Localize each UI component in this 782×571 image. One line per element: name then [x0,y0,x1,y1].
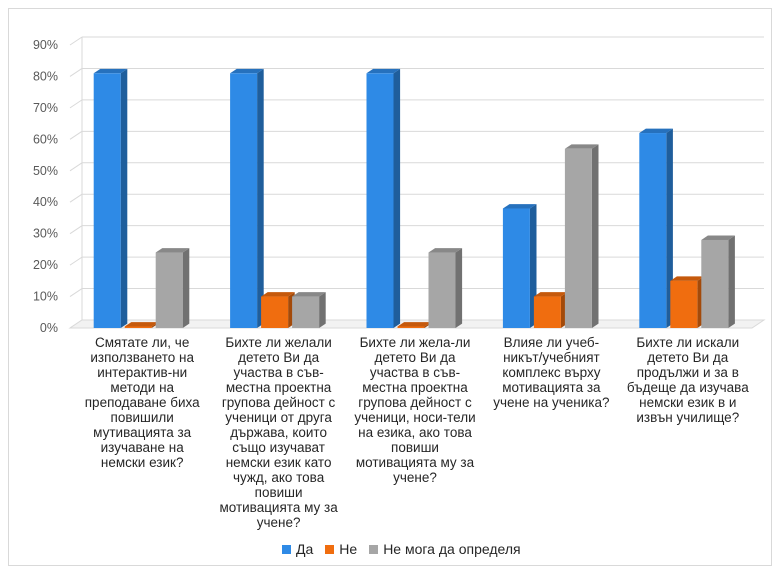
bar-top [701,235,735,240]
legend-swatch-no [325,544,335,554]
y-tick-label: 60% [33,132,58,146]
bar [124,326,152,328]
bar [261,296,289,328]
grid-depth-line [69,99,83,109]
y-tick-label: 10% [33,290,58,304]
bar-top [670,276,704,281]
bar-top [564,144,599,149]
grid-depth-line [69,256,83,266]
bar-side [182,248,190,328]
bar-top [502,204,537,209]
bar-top [533,292,568,297]
bar-top [639,128,673,134]
chart-frame [8,8,772,566]
category-label: Бихте ли желали детето Ви да участва в с… [219,335,338,530]
bar [670,280,698,328]
category-label: Влияе ли учеб-никът/учебният комплекс въ… [493,335,610,410]
bar-side [120,68,128,329]
bar [428,252,456,328]
bar-top [124,322,159,327]
bar-side [257,68,264,329]
bar-top [366,68,401,74]
legend-label-yes: Да [296,541,314,557]
legend-label-undecided: Не мога да определя [383,541,521,557]
bar-top [155,248,190,253]
y-tick-label: 70% [33,101,58,115]
bar-top [428,248,463,253]
grid-depth-line [69,288,83,297]
y-tick-label: 0% [40,321,58,335]
bar [155,252,183,328]
category-label: Смятате ли, че използването на интеракти… [84,335,200,470]
grid-depth-line [69,193,83,203]
y-tick-label: 30% [33,227,58,241]
bar [366,73,394,328]
legend-item-yes: Да [282,541,313,557]
bar-top [93,68,128,74]
legend-item-no: Не [325,541,357,557]
legend-swatch-yes [282,544,291,554]
bar-top [230,68,264,74]
bar-side [728,235,735,328]
bar [533,296,561,328]
category-label: Бихте ли искали детето Ви да продължи и … [626,335,749,425]
y-tick-label: 20% [33,258,58,272]
bar-side [455,248,463,328]
bar-top [261,292,295,297]
bar [502,208,530,328]
category-label: Бихте ли жела-ли детето Ви да участва в … [354,335,476,485]
y-tick-label: 40% [33,195,58,209]
legend-swatch-undecided [369,544,379,554]
legend: Да Не Не мога да определя [282,541,533,557]
y-tick-label: 80% [33,69,58,83]
grid-depth-line [69,68,83,77]
bar [93,73,121,328]
bar [397,326,425,328]
bar-side [393,68,401,329]
y-tick-label: 50% [33,164,58,178]
bar [230,73,258,328]
grid-depth-line [69,36,83,46]
bar-top [397,322,432,327]
legend-label-no: Не [339,541,358,557]
bar-side [591,144,599,328]
bar [701,239,729,328]
bar-top [292,292,326,297]
bar [292,296,320,328]
bar [639,133,667,328]
grid-depth-line [69,162,83,172]
bar-side [666,128,673,328]
grid-depth-line [69,130,83,140]
legend-item-undecided: Не мога да определя [369,541,521,557]
grid-depth-line [69,225,83,235]
bar [564,148,592,328]
y-tick-label: 90% [33,38,58,52]
bar-side [319,292,326,328]
